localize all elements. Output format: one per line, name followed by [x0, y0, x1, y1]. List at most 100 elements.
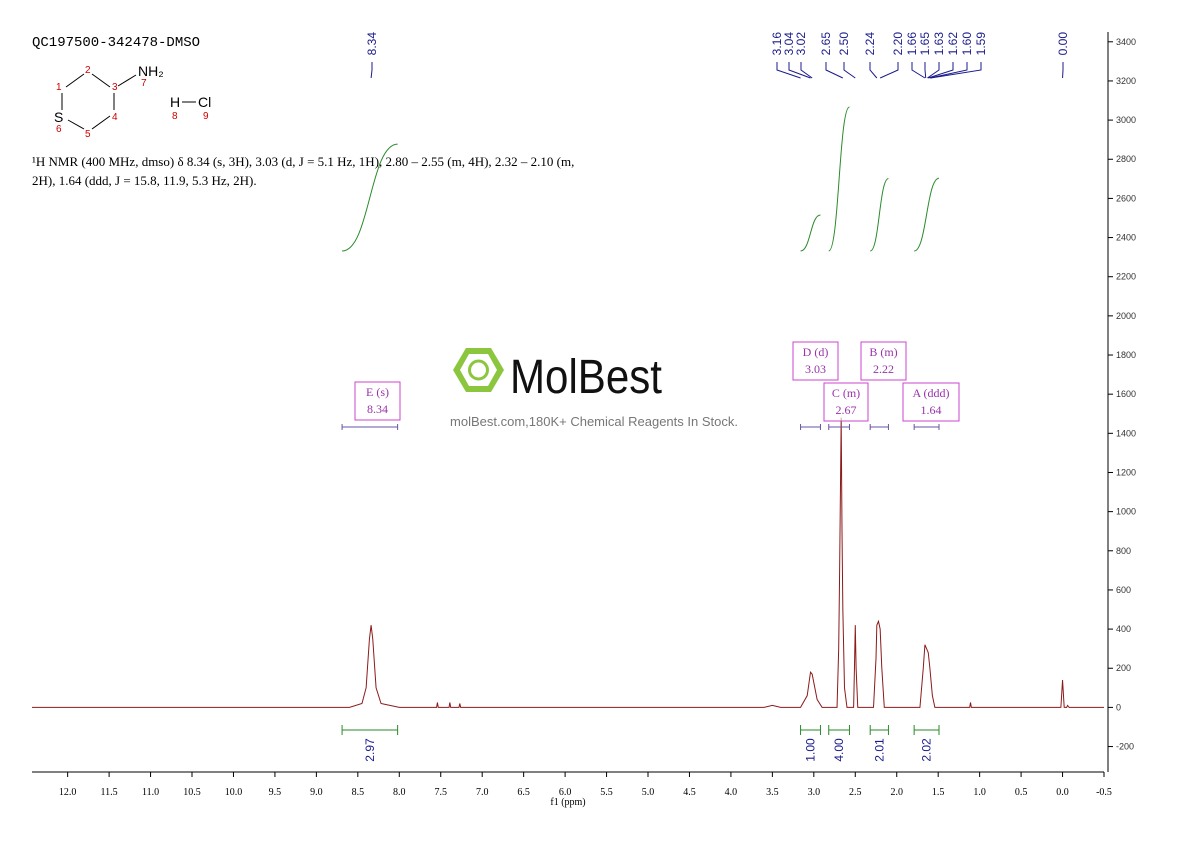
x-tick-label: 1.0 — [973, 787, 986, 798]
x-axis-label: f1 (ppm) — [550, 797, 585, 808]
peak-label: 3.16 — [770, 32, 784, 56]
peak-label: 3.02 — [794, 32, 808, 56]
y-tick-label: 2200 — [1116, 272, 1136, 282]
x-tick-label: 5.0 — [642, 787, 655, 798]
peak-connector — [911, 62, 926, 79]
peak-connector — [879, 62, 899, 79]
x-tick-label: 1.5 — [932, 787, 945, 798]
multiplet-box — [860, 341, 907, 381]
multiplet-range — [828, 424, 850, 430]
integral-bar — [800, 725, 821, 735]
y-tick-label: -200 — [1116, 742, 1134, 752]
multiplet-range — [341, 424, 399, 430]
y-tick-label: 3400 — [1116, 37, 1136, 47]
multiplet-shift: 2.67 — [836, 403, 857, 417]
integral-label: 2.02 — [920, 738, 934, 762]
atom-label: S — [54, 109, 63, 125]
logo-icon — [460, 354, 497, 386]
multiplet-range — [869, 424, 889, 430]
peak-label: 1.63 — [932, 32, 946, 56]
nmr-description: ¹H NMR (400 MHz, dmso) δ 8.34 (s, 3H), 3… — [32, 154, 575, 188]
x-tick-label: 10.5 — [183, 787, 201, 798]
x-tick-label: 10.0 — [225, 787, 243, 798]
y-tick-label: 400 — [1116, 624, 1131, 634]
y-tick-label: 200 — [1116, 663, 1131, 673]
y-tick-label: 1600 — [1116, 389, 1136, 399]
x-tick-label: 0.5 — [1015, 787, 1028, 798]
integral-label: 1.00 — [804, 738, 818, 762]
y-tick-label: 1200 — [1116, 467, 1136, 477]
peak-label: 1.59 — [974, 32, 988, 56]
x-tick-label: 11.0 — [142, 787, 159, 798]
atom-number: 8 — [172, 111, 178, 122]
peak-label: 0.00 — [1056, 32, 1070, 56]
integral-bar — [869, 725, 889, 735]
y-tick-label: 0 — [1116, 702, 1121, 712]
peak-label: 2.24 — [863, 32, 877, 56]
atom-number: 2 — [85, 65, 91, 76]
peak-connector — [788, 62, 811, 79]
x-tick-label: 6.5 — [517, 787, 530, 798]
peak-connector — [929, 62, 968, 79]
atom-number: 7 — [141, 78, 147, 89]
x-tick-label: 9.5 — [269, 787, 282, 798]
x-tick-label: 8.0 — [393, 787, 406, 798]
peak-label: 2.20 — [891, 32, 905, 56]
x-tick-label: 3.0 — [808, 787, 821, 798]
multiplet-shift: 1.64 — [921, 403, 942, 417]
integral-curve — [869, 178, 889, 252]
atom-number: 6 — [56, 124, 62, 135]
peak-label: 1.65 — [918, 32, 932, 56]
peak-connector — [927, 62, 940, 79]
logo-icon — [468, 359, 489, 381]
x-tick-label: 2.0 — [890, 787, 903, 798]
x-tick-label: 7.5 — [434, 787, 447, 798]
y-tick-label: 1000 — [1116, 507, 1136, 517]
multiplet-label: A (ddd) — [913, 386, 950, 400]
peak-label: 1.60 — [960, 32, 974, 56]
integral-label: 2.01 — [872, 738, 886, 762]
x-tick-label: 4.5 — [683, 787, 696, 798]
peak-label: 2.50 — [837, 32, 851, 56]
atom-number: 3 — [112, 82, 118, 93]
y-tick-label: 2400 — [1116, 233, 1136, 243]
x-tick-label: 11.5 — [101, 787, 118, 798]
y-tick-label: 1800 — [1116, 350, 1136, 360]
peak-connector — [843, 62, 856, 79]
x-tick-label: 5.5 — [600, 787, 613, 798]
peak-label: 2.65 — [819, 32, 833, 56]
peak-connector — [800, 62, 813, 79]
atom-label: NH₂ — [138, 63, 164, 79]
y-tick-label: 2600 — [1116, 193, 1136, 203]
x-tick-label: -0.5 — [1096, 787, 1112, 798]
peak-connector — [825, 62, 844, 79]
x-tick-label: 4.0 — [725, 787, 738, 798]
multiplet-label: B (m) — [869, 345, 897, 359]
integral-curve — [342, 143, 398, 252]
peak-connector — [930, 62, 982, 79]
x-tick-label: 3.5 — [766, 787, 779, 798]
integral-bar — [828, 725, 850, 735]
x-tick-label: 9.0 — [310, 787, 323, 798]
atom-number: 4 — [112, 112, 118, 123]
multiplet-box — [354, 381, 401, 421]
peak-connector — [869, 62, 878, 79]
multiplet-label: D (d) — [803, 345, 829, 359]
integral-bar — [341, 725, 399, 735]
integral-bar — [913, 725, 940, 735]
x-tick-label: 7.0 — [476, 787, 489, 798]
integral-label: 4.00 — [832, 738, 846, 762]
multiplet-shift: 8.34 — [367, 402, 388, 416]
integral-curve — [913, 177, 940, 252]
y-tick-label: 3200 — [1116, 76, 1136, 86]
multiplet-label: E (s) — [366, 385, 389, 399]
peak-label: 8.34 — [365, 32, 379, 56]
integral-curve — [800, 214, 821, 252]
atom-number: 1 — [56, 82, 62, 93]
x-tick-label: 2.5 — [849, 787, 862, 798]
integral-label: 2.97 — [363, 738, 377, 762]
y-tick-label: 2800 — [1116, 154, 1136, 164]
peak-connector — [370, 62, 373, 79]
multiplet-label: C (m) — [832, 386, 860, 400]
